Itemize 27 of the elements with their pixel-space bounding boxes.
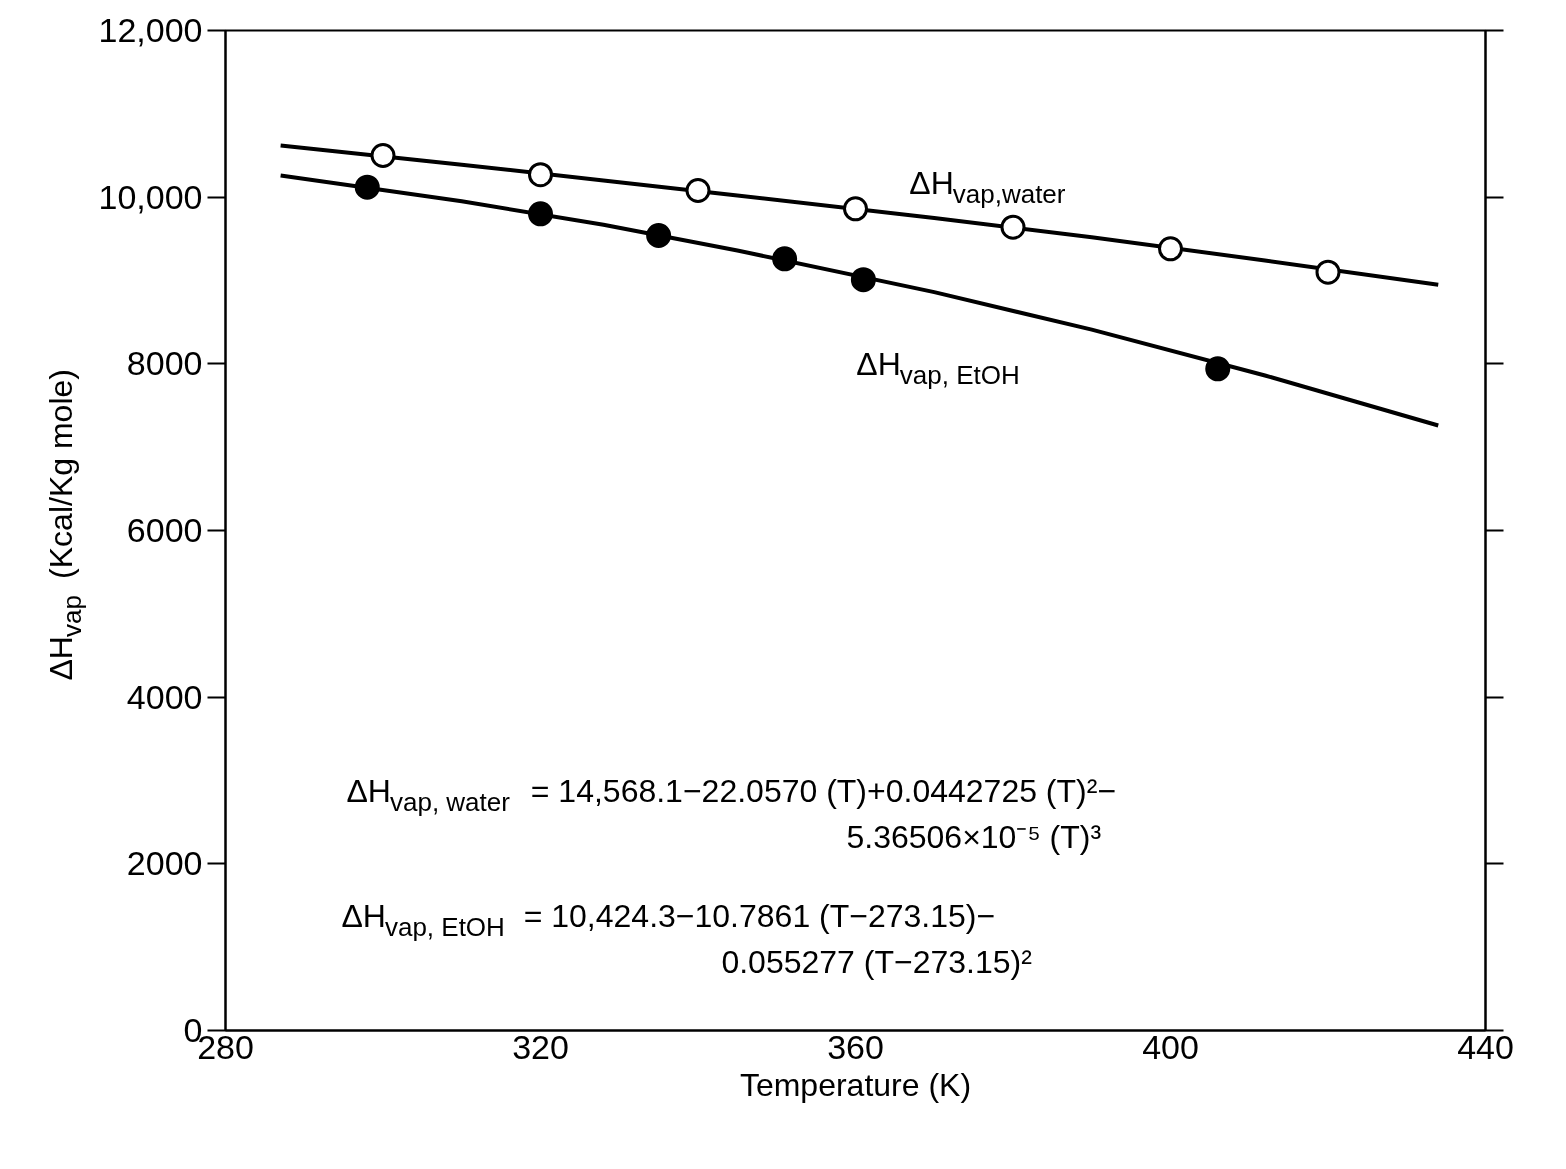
point xyxy=(685,178,711,203)
point xyxy=(370,143,396,168)
point xyxy=(354,174,380,200)
x-tick-label: 360 xyxy=(827,1027,884,1066)
point xyxy=(850,267,876,293)
y-tick-label: 12,000 xyxy=(98,11,203,49)
line-series xyxy=(278,173,1441,428)
y-axis-title: ΔHvap (Kcal/Kg mole) xyxy=(42,369,87,681)
point xyxy=(1000,214,1026,240)
y-tick-label: 4000 xyxy=(126,677,203,716)
point xyxy=(1158,236,1183,262)
point xyxy=(528,201,553,227)
y-tick-label: 6000 xyxy=(126,511,203,549)
y-tick-label: 10,000 xyxy=(98,177,203,216)
x-tick-label: 320 xyxy=(512,1027,569,1066)
point xyxy=(528,162,553,188)
point xyxy=(772,246,798,272)
y-tick-label: 8000 xyxy=(126,344,203,383)
point xyxy=(646,223,672,248)
point xyxy=(843,196,868,222)
line-series xyxy=(278,143,1441,287)
x-axis-title: Temperature (K) xyxy=(739,1066,972,1103)
point xyxy=(1205,356,1231,382)
point xyxy=(1315,259,1341,285)
x-tick-label: 440 xyxy=(1457,1027,1514,1066)
y-tick-label: 2000 xyxy=(126,844,203,883)
x-tick-label: 400 xyxy=(1142,1027,1199,1066)
